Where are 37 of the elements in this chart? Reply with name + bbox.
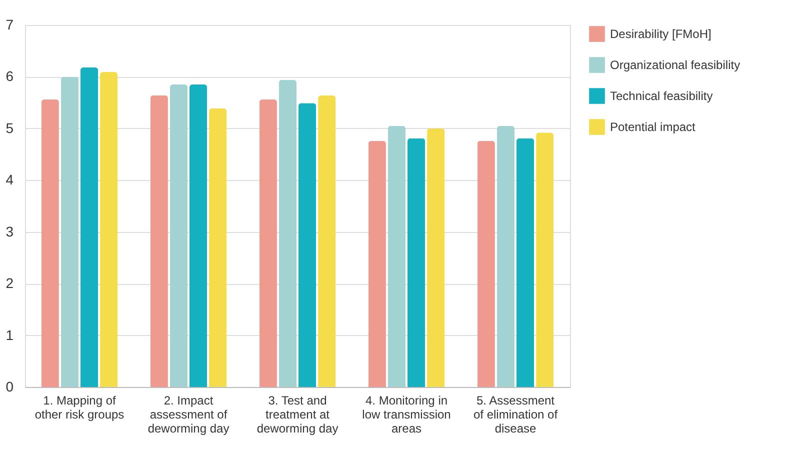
bar (41, 99, 59, 387)
bar (407, 138, 426, 387)
bar (209, 108, 227, 387)
legend-label: Desirability [FMoH] (610, 27, 712, 41)
bar (477, 140, 495, 387)
x-tick-label: 3. Test and treatment at deworming day (256, 394, 338, 436)
y-tick-label: 5 (6, 120, 14, 136)
y-tick-label: 0 (6, 378, 14, 394)
bar (368, 140, 386, 387)
legend-label: Technical feasibility (610, 89, 713, 103)
y-tick-label: 3 (6, 223, 14, 240)
bar (536, 132, 554, 387)
legend-label: Organizational feasibility (610, 58, 740, 72)
bar (427, 128, 445, 387)
bar (388, 126, 406, 387)
y-tick-label: 1 (6, 326, 14, 343)
bar (516, 138, 534, 387)
y-tick-label: 7 (6, 16, 14, 32)
bar (170, 84, 188, 387)
y-tick-label: 6 (6, 68, 14, 84)
x-tick-label: 5. Assessment of elimination of disease (473, 394, 558, 436)
bar (259, 99, 277, 387)
x-tick-label: 2. Impact assessment of deworming day (148, 394, 230, 436)
bar (318, 95, 336, 387)
bar (60, 76, 79, 387)
y-tick-label: 2 (6, 275, 14, 292)
bar (278, 80, 297, 387)
bar (298, 103, 316, 387)
y-tick-label: 4 (6, 172, 14, 188)
x-tick-label: 4. Monitoring in low transmission areas (362, 394, 451, 436)
bar (150, 95, 168, 387)
bar (100, 72, 118, 387)
x-tick-label: 1. Mapping of other risk groups (34, 394, 124, 422)
bar (189, 84, 208, 387)
bar (80, 67, 98, 387)
legend-label: Potential impact (610, 120, 696, 134)
bar (496, 126, 515, 387)
